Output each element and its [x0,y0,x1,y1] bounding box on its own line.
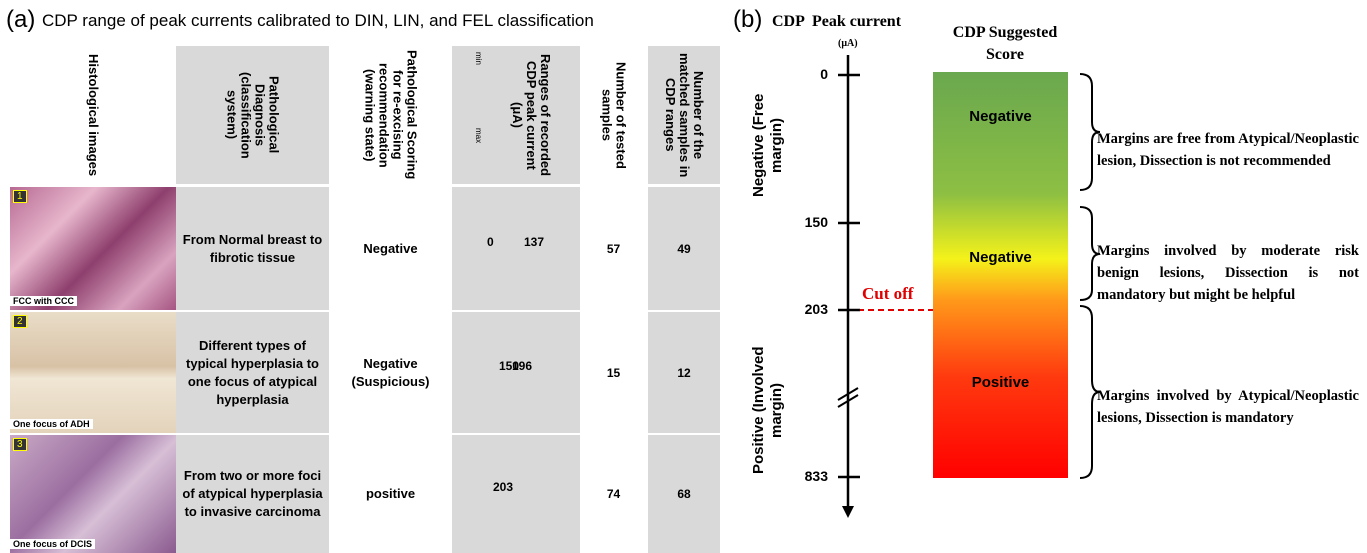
image-caption: FCC with CCC [10,296,77,306]
column-header: Histological images [10,46,176,184]
axis-break [837,387,859,408]
range-cell [452,312,580,433]
zone-label: Positive [971,374,1030,391]
scoring: Negative (Suspicious) [351,355,430,389]
range-max: 196 [512,358,533,373]
zone-note: Margins are free from Atypical/Neoplasti… [1097,131,1359,169]
range-cell [452,187,580,310]
image-caption: One focus of ADH [10,419,93,429]
diagnosis: From Normal breast to fibrotic tissue [176,187,329,310]
column-header: Pathological Scoring for re-excising rec… [331,46,450,184]
zone-note: Margins involved by moderate risk benign… [1097,243,1359,303]
matched: 49 [648,187,720,310]
column-header: Number of tested samples [582,46,645,184]
header-text: Pathological Diagnosis (classification s… [224,71,282,159]
panel-title: CDP range of peak currents calibrated to… [42,11,594,30]
brace [1079,206,1101,301]
range-min: 203 [493,480,514,494]
range-icon-max: max [474,128,483,144]
header-text: Number of the matched samples in CDP ran… [663,52,706,178]
diagnosis: From two or more foci of atypical hyperp… [176,435,329,553]
image-number: 2 [13,315,27,328]
score-bar [933,72,1068,478]
header-text: Ranges of recorded CDP peak current (μA) [510,53,553,177]
image-caption: One focus of DCIS [10,539,96,549]
header-text: Pathological Scoring for re-excising rec… [362,50,420,180]
range-cell [452,435,580,553]
brace [1079,73,1101,191]
range-min: 150 [499,358,520,373]
range-min: 0 [487,234,494,249]
tested: 57 [606,241,621,256]
panel-label: (a) [6,6,36,33]
axis-arrow [842,506,854,518]
histology-image [10,312,176,433]
axis-unit: (μA) [838,38,858,49]
scoring: positive [365,486,416,501]
header-text: Number of tested samples [599,61,629,169]
column-header: Ranges of recorded CDP peak current (μA) [452,46,580,184]
column-header: Number of the matched samples in CDP ran… [648,46,720,184]
axis-title: CDP Peak current [772,13,902,30]
image-number: 3 [13,438,27,451]
range-max: 137 [524,234,545,249]
image-number: 1 [13,190,27,203]
matched: 68 [648,435,720,553]
diagnosis: Different types of typical hyperplasia t… [176,312,329,433]
tick-label: 203 [804,301,828,317]
tick-label: 150 [804,214,828,230]
tested: 74 [606,487,621,501]
range-icon-min: min [474,52,483,65]
scoring: Negative [363,240,418,256]
histology-image [10,187,176,310]
matched: 12 [648,312,720,433]
header-text: Histological images [86,53,101,177]
score-title: CDP Suggested Score [952,24,1058,63]
panel-label: (b) [733,6,763,33]
tick-label: 0 [820,66,828,82]
zone-note: Margins involved by Atypical/Neoplastic … [1097,388,1359,426]
column-header: Pathological Diagnosis (classification s… [176,46,329,184]
brace [1079,305,1101,479]
tick-label: 833 [804,468,828,484]
histology-image [10,435,176,553]
zone-label: Negative [969,249,1032,266]
tested: 15 [606,365,621,380]
cutoff-label: Cut off [862,284,914,303]
zone-label: Negative [969,108,1032,125]
